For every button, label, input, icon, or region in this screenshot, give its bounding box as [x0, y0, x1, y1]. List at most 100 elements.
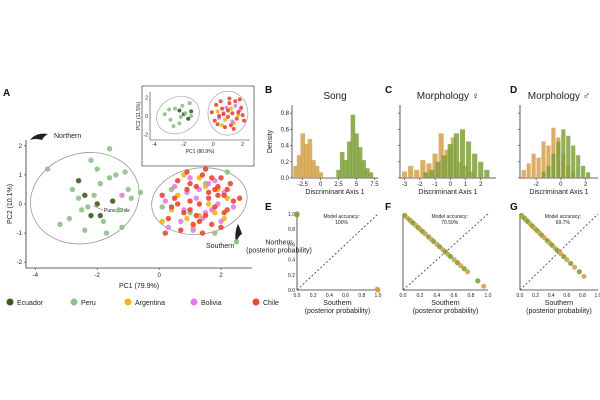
inset-point-argentina: [228, 106, 233, 111]
x-tick-label: 2: [479, 182, 483, 188]
y-tick-label: 0.2: [288, 273, 295, 279]
pca-point-chile: [218, 175, 224, 181]
inset-point-chile: [227, 96, 232, 101]
inset-point-chile: [228, 123, 233, 128]
pca-point-chile: [230, 198, 237, 204]
x-axis-label: PC1 (79.9%): [119, 283, 159, 290]
x-tick-label: 0.4: [326, 293, 333, 299]
hist-bar-southern: [402, 171, 408, 178]
pca-point-chile: [227, 180, 234, 187]
posterior-point: [581, 273, 587, 279]
hist-bar-southern: [304, 143, 309, 178]
x-tick-label: 1.0: [485, 293, 492, 299]
pca-point-chile: [205, 189, 212, 196]
pca-point-peru: [122, 169, 128, 175]
pca-point-bolivia: [205, 180, 212, 187]
pca-point-peru: [128, 195, 134, 201]
hist-bar-northern: [478, 161, 484, 178]
legend-label-peru: Peru: [81, 300, 96, 307]
panel-letter-B: B: [265, 85, 272, 96]
hist-bar-southern: [521, 169, 526, 178]
y-tick-label: 0.4: [288, 258, 295, 264]
chart-title-B: Song: [323, 91, 346, 102]
pca-point-peru: [85, 204, 91, 210]
histogram-B: Song -2.5 0 2.5 5 7.5 0.0 0.2 0.4 0.6 0.8 Discrimin…: [267, 91, 379, 196]
hist-bar-southern: [420, 160, 426, 178]
pca-point-bolivia: [193, 195, 199, 201]
pca-point-chile: [199, 230, 206, 236]
inset-point-peru: [189, 114, 194, 118]
x-axis-label-line-0: Southern: [431, 300, 460, 307]
posterior-point: [431, 238, 437, 244]
inset-point-bolivia: [233, 103, 238, 108]
posterior-point: [475, 278, 481, 284]
pca-point-chile: [209, 221, 215, 228]
model-accuracy-annotation-line-1: 100%: [335, 220, 348, 226]
hist-bar-northern: [571, 145, 576, 178]
x-tick-label: 0.2: [532, 293, 539, 299]
hist-bar-northern: [466, 141, 472, 178]
panel-letter-G: G: [510, 202, 518, 213]
inset-point-chile: [236, 110, 241, 115]
pca-point-peru: [137, 189, 144, 196]
pca-point-peru: [125, 186, 131, 193]
x-tick-label: -2: [417, 182, 423, 188]
hist-bar-southern: [541, 141, 546, 178]
y-tick-label: 0.8: [288, 227, 295, 233]
inset-point-peru: [167, 107, 172, 112]
x-tick-label: 0.4: [548, 293, 555, 299]
pca-point-chile: [181, 210, 187, 216]
pca-point-bolivia: [178, 218, 184, 225]
hist-bar-northern: [435, 161, 441, 178]
pca-point-ecuador: [97, 212, 104, 219]
pca-point-chile: [205, 195, 212, 201]
y-tick-label: 0.0: [281, 176, 290, 182]
pca-point-chile: [190, 221, 196, 228]
pca-point-chile: [236, 195, 243, 201]
hist-bar-northern: [364, 168, 370, 178]
posterior-F: 0.0 0.2 0.4 0.6 0.8 1.0 Southern(posterior pro…: [400, 212, 492, 315]
pca-point-chile: [196, 201, 203, 207]
hist-bar-northern: [459, 129, 466, 178]
hist-bar-southern: [551, 127, 556, 178]
hist-bar-southern: [296, 155, 302, 178]
legend-swatch-bolivia: [190, 298, 198, 306]
inset-x-tick-label: -4: [152, 142, 157, 148]
posterior-point: [465, 269, 471, 275]
inset-point-chile: [221, 112, 226, 117]
hist-bar-northern: [347, 141, 352, 178]
posterior-point: [374, 286, 380, 292]
pca-point-chile: [212, 186, 218, 193]
pca-point-chile: [168, 204, 175, 210]
hist-bar-southern: [414, 169, 420, 178]
pca-point-peru: [66, 215, 73, 222]
hist-bar-southern: [318, 172, 323, 178]
southern-bird-icon: [235, 224, 242, 244]
panel-letter-C: C: [385, 85, 392, 96]
x-tick-label: -2.5: [298, 182, 309, 188]
pca-point-chile: [209, 175, 215, 181]
x-tick-label: -1: [432, 182, 438, 188]
posterior-point: [454, 260, 460, 266]
pca-point-peru: [106, 175, 113, 181]
northern-ellipse: [30, 152, 140, 245]
pca-point-chile: [174, 178, 181, 184]
hist-bar-southern: [293, 165, 298, 178]
x-tick-label: 1: [464, 182, 468, 188]
inset-point-chile: [231, 126, 236, 131]
hist-bar-southern: [311, 160, 316, 178]
pca-point-chile: [184, 186, 190, 193]
x-axis-label-line-0: Southern: [323, 300, 352, 307]
x-tick-label: 0.0: [294, 293, 301, 299]
hist-bar-northern: [581, 165, 586, 178]
inset-point-chile: [225, 114, 230, 119]
pca-point-chile: [187, 180, 193, 187]
posterior-point: [481, 283, 487, 289]
pca-point-peru: [116, 207, 122, 213]
inset-point-peru: [162, 112, 167, 117]
inset-point-peru: [173, 106, 177, 111]
pca-point-peru: [88, 157, 94, 164]
